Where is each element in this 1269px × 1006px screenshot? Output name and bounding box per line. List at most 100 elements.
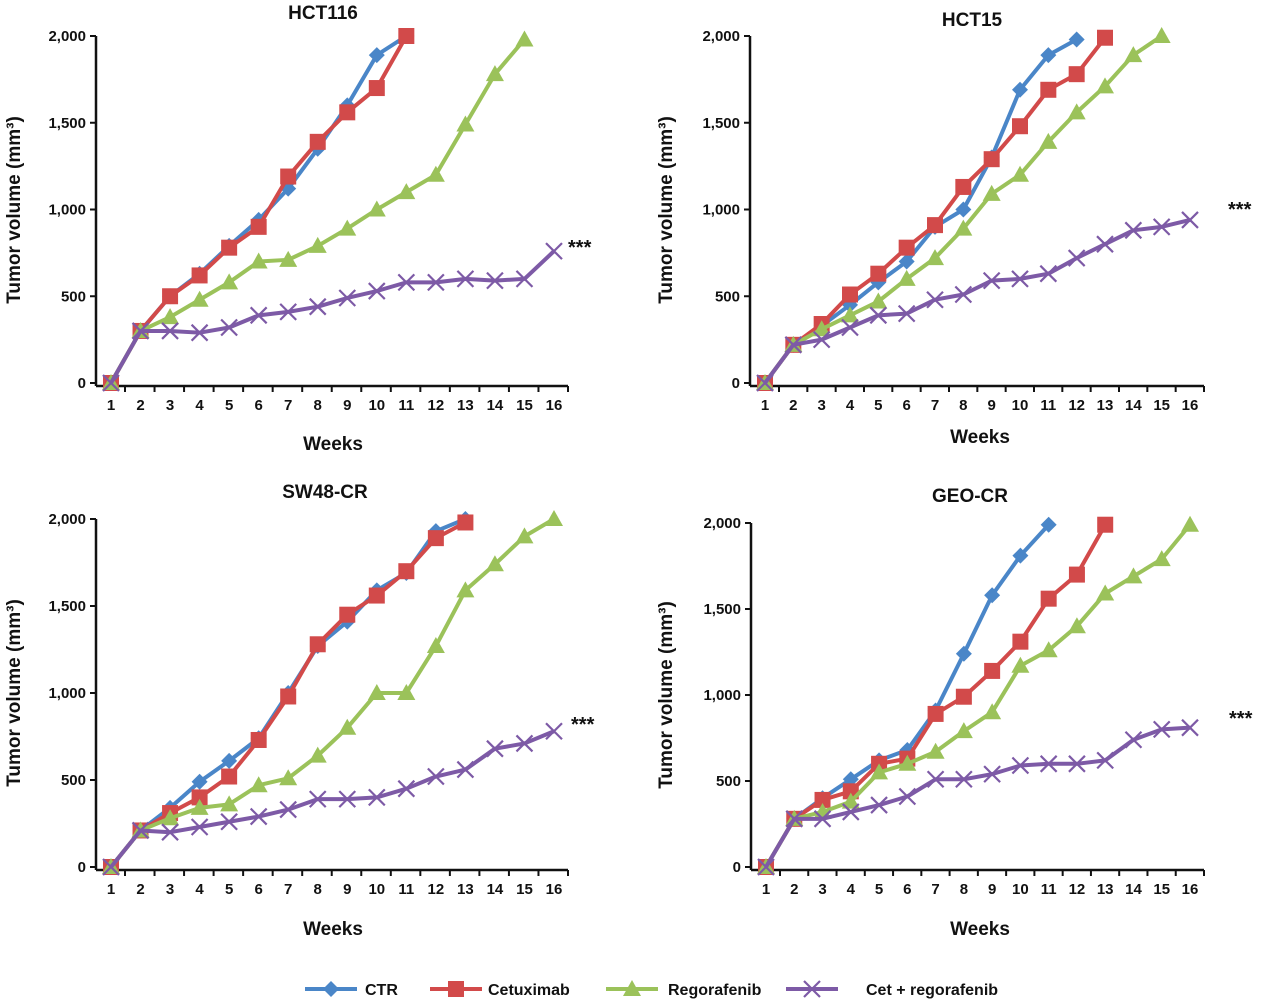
y-tick-label: 500 <box>715 288 740 305</box>
data-point <box>456 581 475 598</box>
x-axis-label: Weeks <box>950 427 1010 448</box>
data-point <box>280 168 297 185</box>
data-point <box>279 250 298 267</box>
data-point <box>102 374 120 392</box>
legend-item: Cet + regorafenib <box>786 980 998 999</box>
data-point <box>1068 566 1085 583</box>
x-tick-label: 9 <box>343 397 351 414</box>
data-point <box>456 115 475 132</box>
legend-item: Cetuximab <box>430 981 570 999</box>
legend-label: CTR <box>365 982 398 999</box>
data-point <box>927 705 944 722</box>
data-point <box>1039 264 1058 283</box>
data-point <box>249 252 268 269</box>
x-tick-label: 14 <box>1125 881 1142 898</box>
series-cetuximab <box>758 516 1114 875</box>
data-point <box>1068 31 1085 48</box>
data-point <box>1011 165 1029 182</box>
data-point <box>841 318 859 337</box>
data-point <box>926 742 945 759</box>
x-tick-label: 16 <box>1182 881 1199 898</box>
legend-marker <box>323 981 339 997</box>
data-point <box>898 239 915 256</box>
significance-annotation: *** <box>571 714 595 736</box>
x-tick-label: 14 <box>487 397 504 414</box>
y-tick-label: 2,000 <box>48 28 86 45</box>
data-point <box>1067 103 1086 120</box>
data-point <box>221 768 238 785</box>
data-point <box>812 320 831 337</box>
y-tick-label: 1,500 <box>703 601 741 618</box>
data-point <box>220 273 239 290</box>
data-point <box>545 510 563 526</box>
data-point <box>308 746 327 763</box>
series-ctr <box>758 516 1057 875</box>
data-point <box>515 30 534 47</box>
y-axis-label: Tumor volume (mm³) <box>4 116 25 304</box>
x-tick-label: 11 <box>1040 397 1056 414</box>
x-tick-label: 10 <box>368 881 385 898</box>
series-regorafenib <box>102 30 534 390</box>
data-point <box>841 306 859 323</box>
data-point <box>249 306 268 325</box>
x-tick-label: 4 <box>846 397 855 414</box>
y-tick-label: 1,000 <box>703 687 741 704</box>
data-point <box>190 323 209 342</box>
data-point <box>249 776 268 793</box>
data-point <box>983 703 1002 720</box>
data-point <box>220 318 238 337</box>
data-point <box>926 290 944 309</box>
series-line <box>764 523 1192 869</box>
data-point <box>841 792 860 809</box>
legend-marker <box>448 981 464 997</box>
y-tick-label: 0 <box>732 375 740 392</box>
data-point <box>427 767 445 786</box>
x-tick-label: 15 <box>516 881 533 898</box>
legend-label: Regorafenib <box>668 982 762 999</box>
x-tick-label: 5 <box>874 397 882 414</box>
chart-title: SW48-CR <box>282 482 368 503</box>
data-point <box>397 183 416 200</box>
legend-marker <box>623 980 641 996</box>
data-point <box>1068 755 1086 773</box>
data-point <box>1040 47 1057 64</box>
data-point <box>368 80 385 97</box>
y-axis-label: Tumor volume (mm³) <box>656 116 677 304</box>
data-point <box>955 645 972 662</box>
data-point <box>1040 590 1057 607</box>
data-point <box>984 587 1001 604</box>
data-point <box>515 734 534 753</box>
data-point <box>279 800 297 819</box>
data-point <box>309 636 326 653</box>
y-tick-label: 1,500 <box>48 598 86 615</box>
x-tick-label: 10 <box>1012 397 1029 414</box>
y-tick-label: 0 <box>78 859 86 876</box>
data-point <box>309 133 326 150</box>
data-point <box>427 530 444 547</box>
data-point <box>842 771 859 788</box>
y-tick-label: 500 <box>61 772 86 789</box>
data-point <box>220 812 238 831</box>
data-point <box>784 336 803 354</box>
data-point <box>1152 27 1171 43</box>
x-tick-label: 5 <box>875 881 883 898</box>
data-point <box>813 810 832 828</box>
series-cet-regorafenib <box>102 242 563 392</box>
legend-label: Cet + regorafenib <box>866 982 998 999</box>
data-point <box>190 290 209 307</box>
data-point <box>1152 550 1171 567</box>
data-point <box>308 236 327 253</box>
x-tick-label: 16 <box>1182 397 1199 414</box>
data-point <box>250 731 267 748</box>
data-point <box>1068 66 1085 83</box>
y-axis-label: Tumor volume (mm³) <box>656 601 677 789</box>
x-tick-label: 9 <box>987 397 995 414</box>
data-point <box>1181 515 1199 532</box>
data-point <box>1012 81 1028 98</box>
data-point <box>191 773 208 790</box>
data-point <box>338 718 357 735</box>
data-point <box>545 722 563 741</box>
data-point <box>983 765 1001 783</box>
data-point <box>842 803 860 821</box>
